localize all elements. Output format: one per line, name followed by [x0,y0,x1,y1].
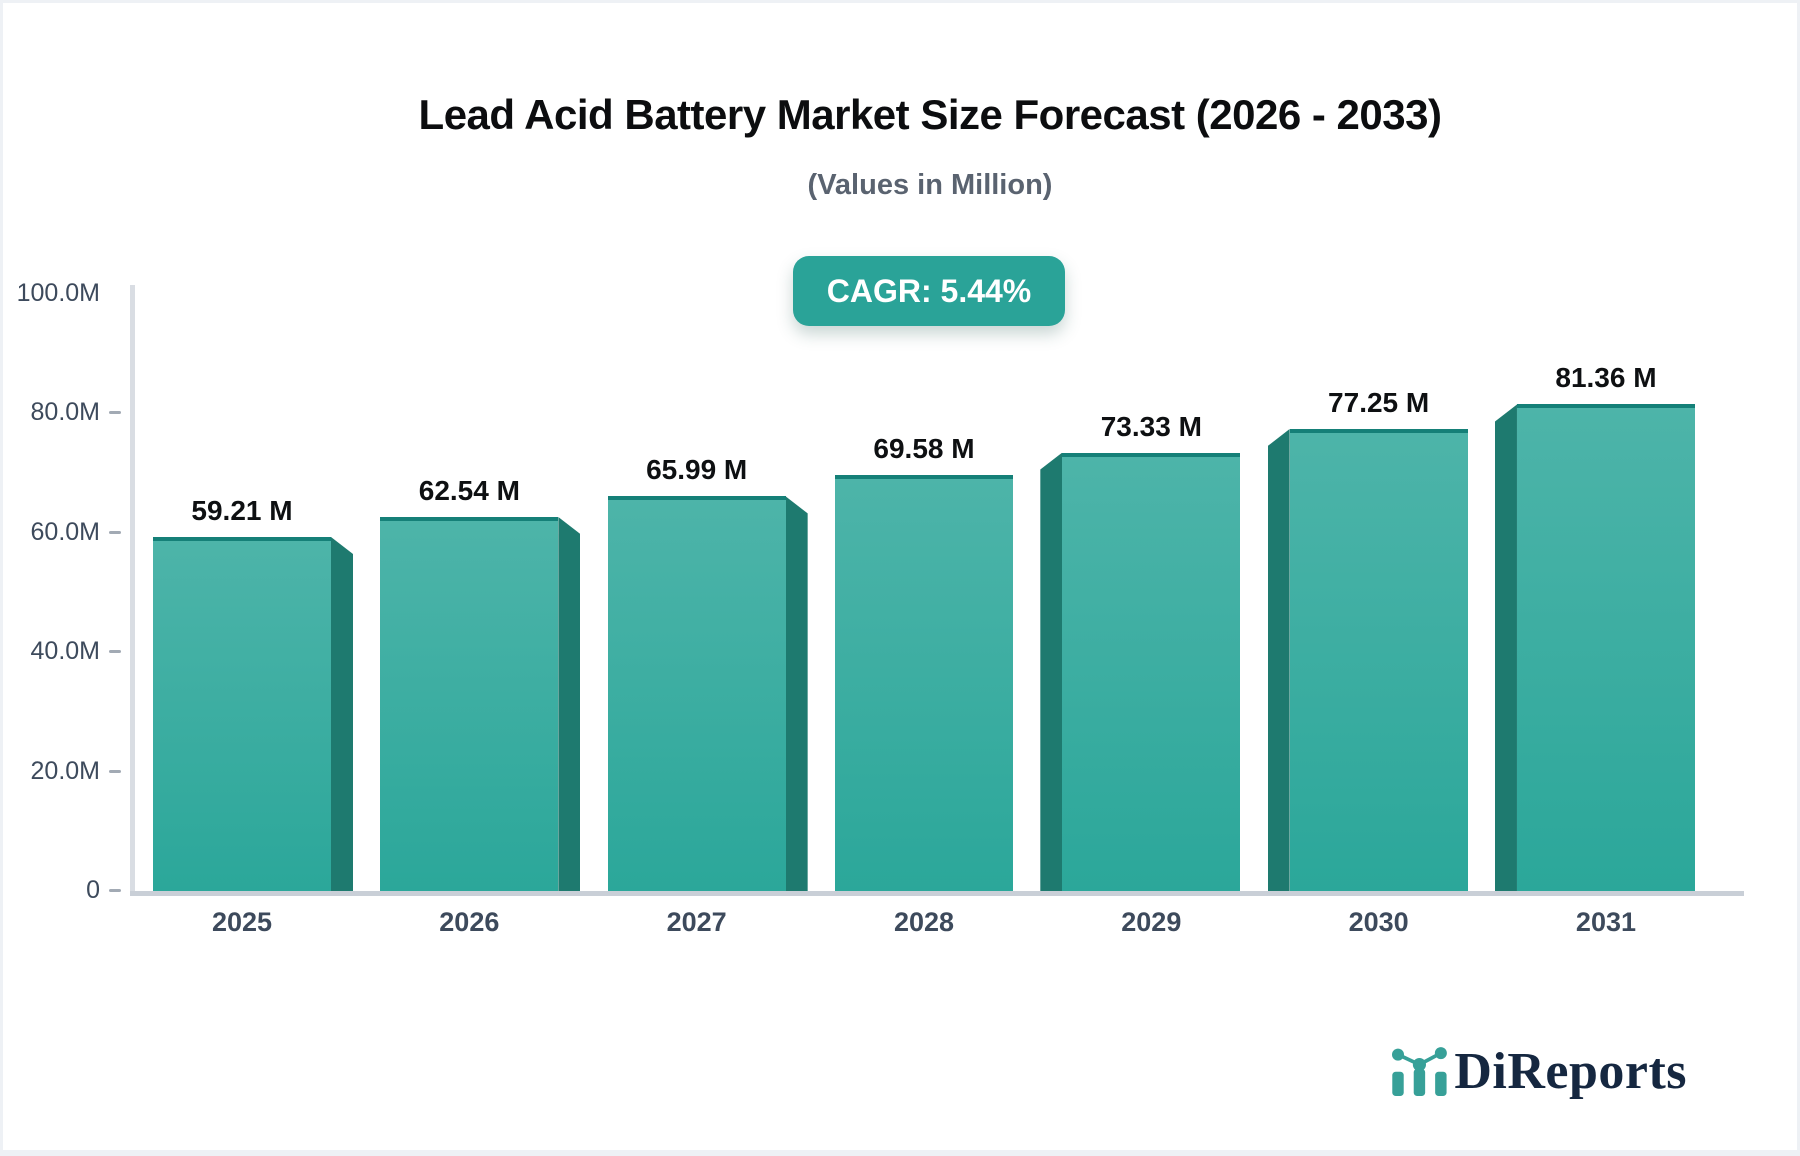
y-tick-label: 100.0M [16,278,100,307]
bar-value-label: 59.21 M [191,494,293,526]
bar-face [1289,429,1468,891]
bar-value-label: 62.54 M [418,475,520,507]
bar-face [153,536,331,891]
plot-area: 59.21 M 2025 62.54 M 2026 65.99 M 2027 6… [130,285,1744,937]
y-tick-label: 80.0M [30,398,100,427]
tick-mark [109,889,121,893]
bar-value-label: 81.36 M [1555,362,1657,394]
bar-value-label: 73.33 M [1100,410,1202,442]
x-axis-line [130,891,1744,896]
y-tick-label: 60.0M [30,517,100,546]
bar-side-shadow [331,536,353,891]
x-axis-label: 2027 [666,907,727,937]
y-tick-label: 40.0M [30,637,100,666]
bar-group: 69.58 M 2028 [834,433,1013,937]
chart-title: Lead Acid Battery Market Size Forecast (… [418,91,1442,138]
bar-side-shadow [785,496,808,891]
tick-mark [109,769,121,773]
tick-mark [109,650,121,654]
chart-subtitle: (Values in Million) [807,169,1053,201]
bar-face [1516,404,1695,891]
cagr-badge: CAGR: 5.44% [793,256,1065,326]
bar-face [1062,452,1241,891]
bar-value-label: 69.58 M [873,432,975,464]
bar-chart-logo-icon [1392,1047,1448,1096]
bar-group: 62.54 M 2026 [380,475,581,937]
bar-value-label: 65.99 M [646,454,748,486]
y-tick-label: 20.0M [30,756,100,785]
x-axis-label: 2030 [1348,907,1409,937]
brand-logo: DiReports [1389,1036,1687,1101]
x-axis-label: 2029 [1121,907,1182,937]
tick-mark [109,530,121,534]
y-axis: 100.0M 80.0M 60.0M 40.0M 20.0M 0 [3,279,121,904]
y-axis-line [130,285,135,891]
bar-face [607,496,786,891]
bar-group: 73.33 M 2029 [1040,411,1241,937]
bar-side-shadow [1040,452,1063,891]
x-axis-label: 2026 [439,907,500,937]
bar-group: 81.36 M 2031 [1494,362,1695,937]
bar-value-label: 77.25 M [1328,387,1430,419]
bar-side-shadow [1494,404,1517,891]
tick-mark [109,411,121,415]
chart-card: Lead Acid Battery Market Size Forecast (… [3,3,1797,1150]
bar-face [834,474,1013,891]
x-axis-label: 2031 [1575,907,1637,937]
bar-side-shadow [558,517,581,891]
bar-group: 77.25 M 2030 [1267,387,1468,937]
bar-group: 59.21 M 2025 [153,495,353,937]
x-axis-label: 2025 [211,907,273,937]
bar-face [380,517,559,891]
x-axis-label: 2028 [893,907,955,937]
y-tick-label: 0 [86,876,100,905]
bar-group: 65.99 M 2027 [607,454,808,937]
bar-side-shadow [1267,429,1290,891]
brand-name: DiReports [1454,1043,1687,1101]
